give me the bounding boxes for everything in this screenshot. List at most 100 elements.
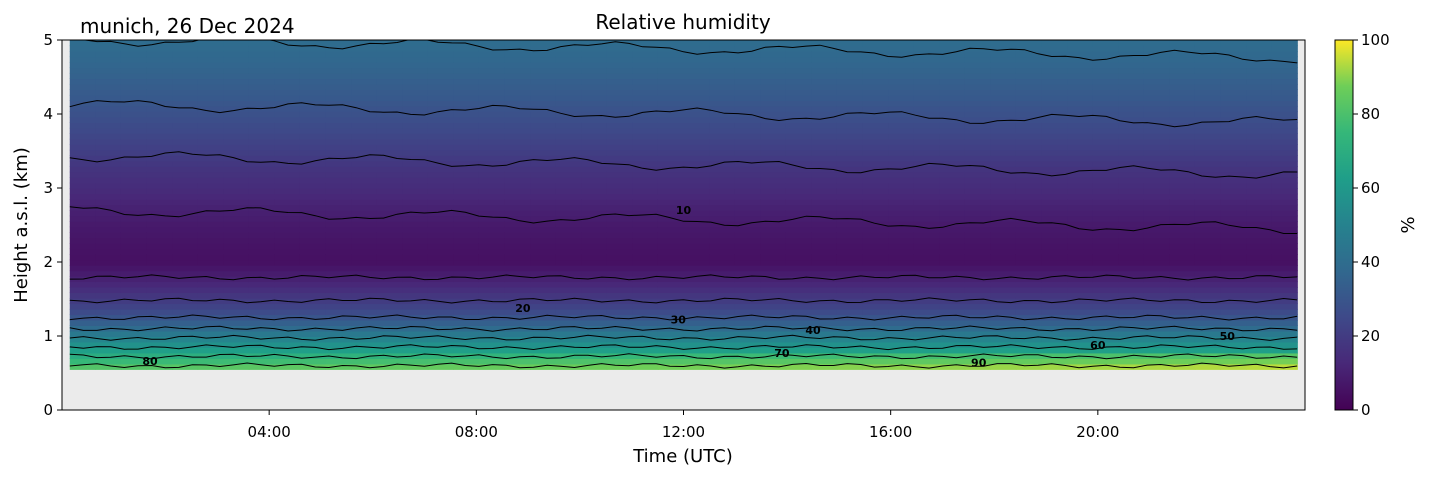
rh-cell [913,303,940,310]
rh-cell [248,149,275,156]
rh-cell [888,122,915,129]
rh-cell [478,352,506,359]
rh-cell [862,275,889,283]
rh-cell [146,111,173,118]
rh-cell [351,177,378,184]
rh-cell [785,281,812,288]
rh-cell [120,319,148,326]
rh-cell [939,122,966,129]
rh-cell [888,144,915,151]
rh-cell [1067,177,1094,184]
rh-cell [453,292,480,299]
rh-cell [836,182,864,189]
rh-cell [1143,193,1170,200]
rh-cell [223,336,250,343]
rh-cell [325,127,352,134]
rh-cell [274,319,301,326]
rh-cell [69,111,96,118]
rh-cell [1271,341,1298,348]
rh-cell [939,149,966,156]
rh-cell [1169,204,1196,211]
rh-cell [760,303,787,310]
rh-cell [223,72,250,80]
rh-cell [1067,265,1094,272]
rh-cell [1067,166,1094,173]
rh-cell [1118,72,1145,80]
rh-cell [836,89,864,96]
rh-cell [1143,330,1170,337]
rh-cell [427,270,454,277]
rh-cell [325,347,352,354]
rh-cell [632,133,659,140]
rh-cell [427,188,454,195]
rh-cell [964,122,991,129]
rh-cell [811,336,838,343]
rh-cell [785,308,812,316]
contour-lines [69,40,1298,369]
rh-cell [530,105,557,112]
rh-cell [248,243,275,250]
rh-cell [964,254,991,261]
rh-cell [1015,303,1043,310]
rh-cell [734,166,761,173]
rh-cell [1143,232,1170,239]
rh-cell [1067,270,1094,277]
rh-cell [325,50,352,58]
rh-cell [785,330,812,337]
rh-cell [683,149,710,156]
rh-cell [1246,193,1273,200]
rh-cell [197,199,224,206]
rh-cell [376,61,403,69]
rh-cell [939,138,966,145]
rh-cell [913,188,940,195]
rh-cell [453,347,480,354]
rh-cell [504,40,531,47]
rh-cell [120,127,148,134]
rh-cell [402,221,429,228]
rh-cell [120,111,148,118]
rh-cell [1194,160,1222,167]
contour-line-30 [69,100,1298,128]
rh-cell [402,155,429,162]
rh-cell [581,116,608,123]
rh-cell [69,116,96,123]
rh-cell [734,160,761,167]
rh-cell [530,122,557,129]
rh-cell [555,303,582,310]
rh-cell [862,215,889,222]
rh-cell [1092,363,1119,370]
rh-cell [836,105,864,112]
rh-cell [120,45,148,52]
rh-cell [299,144,327,151]
rh-cell [120,325,148,332]
rh-cell [990,100,1017,107]
rh-cell [376,319,403,326]
rh-cell [504,193,531,200]
rh-cell [606,45,633,52]
rh-cell [530,111,557,118]
rh-cell [402,40,429,47]
rh-cell [325,144,352,151]
rh-cell [990,155,1017,162]
rh-cell [709,160,736,167]
rh-cell [555,330,582,337]
rh-cell [888,325,915,332]
rh-cell [172,105,199,112]
rh-cell [811,61,838,69]
rh-cell [530,166,557,173]
rh-cell [990,67,1017,74]
rh-cell [555,171,582,178]
rh-cell [785,254,812,261]
rh-cell [734,155,761,162]
rh-cell [657,275,685,283]
rh-cell [1118,89,1145,96]
rh-cell [274,61,301,69]
rh-cell [990,204,1017,211]
rh-cell [1067,319,1094,326]
rh-cell [453,45,480,52]
rh-cell [1194,303,1222,310]
rh-cell [990,330,1017,337]
rh-cell [478,127,506,134]
rh-cell [862,188,889,195]
rh-cell [1271,56,1298,63]
